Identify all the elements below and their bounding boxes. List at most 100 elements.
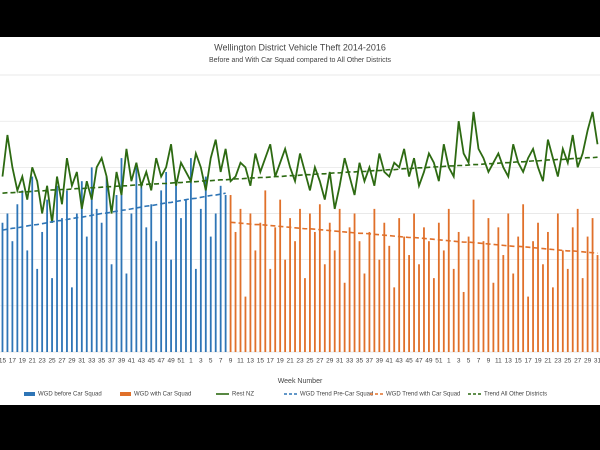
bar [175,185,177,352]
legend-swatch [24,392,35,396]
bar [264,190,267,352]
bar [462,291,465,352]
legend-label: WGD Trend Pre-Car Squad [300,392,373,398]
bar [304,278,306,352]
x-tick-label: 43 [396,358,404,365]
bar [61,218,63,352]
bar [279,199,282,352]
bar [269,268,272,352]
bar [373,208,376,352]
bar [363,273,366,352]
x-tick-label: 43 [138,358,146,365]
x-tick-label: 27 [58,358,66,365]
x-tick-label: 39 [118,358,126,365]
trend-line [230,221,598,254]
x-tick-label: 25 [564,358,572,365]
bar [437,222,440,352]
bar [135,162,138,352]
bar [323,264,326,352]
bar [358,241,361,352]
bar [130,213,133,352]
bar [145,227,148,352]
x-tick-label: 45 [148,358,156,365]
bar [383,222,386,352]
trend-line [2,156,598,194]
bar [75,213,78,352]
bar [190,158,192,352]
bar [41,231,44,352]
x-tick-label: 21 [544,358,552,365]
bar [170,259,172,352]
x-tick-label: 29 [584,358,592,365]
bar [194,268,197,352]
bar [105,176,108,352]
x-tick-label: 23 [39,358,47,365]
x-tick-label: 27 [316,358,324,365]
bar [507,213,510,352]
bar [328,222,331,352]
bar [115,195,118,352]
bar [561,250,564,352]
legend-swatch [120,392,131,396]
x-tick-label: 51 [435,358,443,365]
bar [408,255,410,352]
bar [185,199,187,352]
bar [85,236,88,352]
legend-label: Rest NZ [232,392,254,398]
chart-subtitle: Before and With Car Squad compared to Al… [209,57,392,64]
bar [571,227,574,352]
x-tick-label: 37 [366,358,374,365]
x-tick-label: 23 [296,358,304,365]
x-tick-label: 19 [19,358,27,365]
x-tick-label: 21 [286,358,294,365]
legend-label: WGD before Car Squad [38,392,102,398]
x-tick-label: 47 [158,358,166,365]
bar [566,268,569,352]
bar [586,236,589,352]
bar [120,158,123,352]
x-tick-label: 33 [88,358,96,365]
bar [413,213,415,352]
bar [234,231,237,352]
bar [532,241,534,352]
bar [333,250,336,352]
x-tick-label: 25 [48,358,56,365]
bar [547,231,549,352]
x-tick-label: 27 [574,358,582,365]
bar [517,236,520,352]
x-tick-label: 15 [257,358,265,365]
bar [11,241,14,352]
x-tick-label: 37 [108,358,116,365]
bar [393,287,396,352]
bar [180,218,182,352]
bar [542,264,544,352]
x-tick-label: 21 [29,358,37,365]
bar [155,241,158,352]
x-tick-label: 17 [524,358,532,365]
bar [21,190,24,352]
bar [80,181,83,352]
bar [239,208,242,352]
bar [447,208,450,352]
bar [398,218,401,352]
bar [348,227,351,352]
bar [259,222,262,352]
bar [477,259,480,352]
bar [160,190,163,352]
x-tick-label: 39 [376,358,384,365]
bar [403,236,406,352]
x-tick-label: 25 [306,358,314,365]
bar [110,264,113,352]
x-tick-label: 23 [554,358,562,365]
bar [249,213,252,352]
bar [204,176,207,352]
x-tick-label: 33 [346,358,354,365]
x-tick-label: 19 [534,358,542,365]
x-tick-label: 5 [209,358,213,365]
bar [244,296,247,352]
bar [497,227,500,352]
bar [388,245,391,352]
x-tick-label: 41 [386,358,394,365]
